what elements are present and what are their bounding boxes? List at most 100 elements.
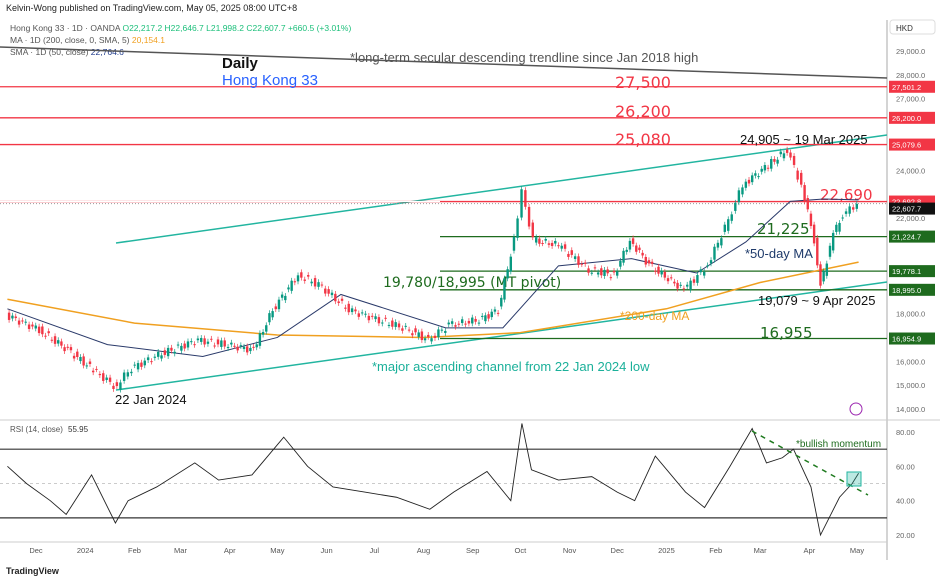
- candle: [663, 271, 667, 278]
- candle: [126, 372, 130, 377]
- candle: [447, 322, 450, 325]
- candle: [496, 312, 500, 314]
- candle: [44, 335, 47, 337]
- candle: [307, 275, 310, 277]
- candle: [66, 346, 69, 348]
- candle: [644, 256, 647, 265]
- candle: [812, 224, 816, 244]
- candle: [122, 372, 126, 381]
- rsi-breakout-box: [846, 471, 862, 487]
- candle: [512, 236, 516, 251]
- ma200-legend[interactable]: MA · 1D (200, close, 0, SMA, 5): [10, 35, 130, 45]
- time-tick: Jul: [369, 546, 379, 555]
- candle: [143, 360, 146, 366]
- candle: [685, 284, 689, 287]
- candle: [377, 317, 381, 324]
- candle: [420, 331, 424, 341]
- candle: [327, 289, 330, 294]
- candle: [324, 288, 327, 294]
- rsi-label: RSI (14, close): [10, 425, 63, 434]
- apr-low-annotation: 19,079 ~ 9 Apr 2025: [758, 293, 875, 308]
- candle: [11, 315, 14, 319]
- candle: [27, 324, 31, 329]
- chart-title: Daily: [222, 55, 259, 72]
- level-label: 27,500: [615, 73, 671, 92]
- candle: [806, 198, 809, 210]
- price-tick: 14,000.0: [896, 405, 925, 414]
- candle: [246, 346, 249, 353]
- candle: [848, 206, 851, 214]
- level-price-label: 21,224.7: [892, 233, 921, 242]
- candle: [293, 281, 297, 283]
- candle: [223, 340, 226, 347]
- candle: [166, 347, 170, 357]
- level-price-tag: [889, 283, 935, 296]
- candle: [563, 244, 567, 249]
- candle: [427, 334, 430, 337]
- candle: [509, 256, 513, 272]
- candle: [50, 339, 54, 341]
- candle: [183, 343, 186, 349]
- tradingview-logo[interactable]: TradingView: [6, 566, 59, 576]
- level-price-tag: [889, 138, 935, 151]
- level-price-label: 22,692.8: [892, 198, 921, 207]
- rsi-tick: 20.00: [896, 531, 915, 540]
- candle: [69, 347, 73, 351]
- candle: [682, 288, 686, 290]
- candle: [822, 271, 825, 282]
- candle: [696, 275, 699, 283]
- candle: [115, 382, 119, 387]
- time-tick: Apr: [804, 546, 816, 555]
- candle: [792, 155, 796, 165]
- candle: [173, 351, 176, 354]
- candle: [699, 269, 703, 273]
- candle: [350, 308, 354, 313]
- candle: [437, 329, 440, 338]
- candle: [180, 345, 183, 351]
- candle: [226, 346, 230, 349]
- candle: [249, 347, 252, 352]
- candle: [550, 242, 554, 247]
- level-price-tag: [889, 80, 935, 93]
- candle: [606, 269, 609, 274]
- candle: [404, 325, 407, 327]
- candle: [706, 265, 709, 267]
- candle: [692, 279, 696, 283]
- candle: [193, 344, 196, 346]
- candle: [785, 149, 789, 153]
- candle: [102, 373, 105, 381]
- candle: [557, 245, 560, 247]
- rsi-tick: 40.00: [896, 497, 915, 506]
- candle: [679, 284, 682, 286]
- candle: [85, 365, 89, 367]
- candle: [763, 165, 767, 171]
- candle: [776, 159, 779, 164]
- candle: [261, 332, 265, 335]
- candle: [450, 321, 454, 324]
- candle: [271, 311, 274, 318]
- publish-info: Kelvin-Wong published on TradingView.com…: [6, 3, 298, 13]
- candle: [233, 345, 236, 347]
- candle: [334, 293, 337, 302]
- sma50-line: [7, 198, 859, 358]
- candle: [239, 345, 243, 347]
- rsi-tick: 80.00: [896, 428, 915, 437]
- time-tick: Oct: [515, 546, 528, 555]
- candle: [290, 280, 293, 291]
- candle: [57, 340, 60, 344]
- candle: [673, 281, 676, 284]
- candle: [98, 373, 102, 376]
- price-tick: 22,000.0: [896, 214, 925, 223]
- candle: [37, 326, 41, 334]
- candle: [210, 338, 213, 340]
- candle: [320, 284, 324, 286]
- symbol-label[interactable]: Hong Kong 33 · 1D · OANDA: [10, 23, 121, 33]
- candle: [838, 222, 841, 232]
- time-tick: Aug: [417, 546, 430, 555]
- candle: [206, 341, 210, 344]
- candle: [570, 250, 573, 255]
- candle: [203, 338, 206, 345]
- candle: [816, 237, 819, 266]
- sma50-legend[interactable]: SMA · 1D (50, close): [10, 47, 89, 57]
